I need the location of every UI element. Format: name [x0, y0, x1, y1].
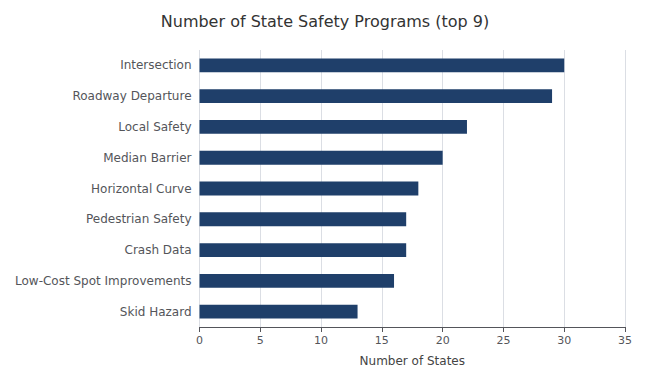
svg-text:Local Safety: Local Safety [118, 120, 191, 134]
svg-text:20: 20 [436, 334, 450, 347]
svg-text:Median Barrier: Median Barrier [103, 151, 191, 165]
svg-text:Pedestrian Safety: Pedestrian Safety [86, 212, 192, 226]
svg-text:Intersection: Intersection [120, 58, 191, 72]
svg-text:Roadway Departure: Roadway Departure [72, 89, 191, 103]
svg-text:Horizontal Curve: Horizontal Curve [91, 182, 192, 196]
svg-text:Low-Cost Spot Improvements: Low-Cost Spot Improvements [15, 274, 192, 288]
svg-text:Crash Data: Crash Data [125, 243, 192, 257]
svg-text:35: 35 [618, 334, 632, 347]
svg-text:Number of States: Number of States [360, 354, 465, 368]
svg-text:5: 5 [257, 334, 264, 347]
svg-text:15: 15 [375, 334, 389, 347]
svg-text:30: 30 [557, 334, 571, 347]
svg-text:10: 10 [314, 334, 328, 347]
svg-text:0: 0 [196, 334, 203, 347]
svg-text:Skid Hazard: Skid Hazard [120, 305, 192, 319]
svg-text:25: 25 [496, 334, 510, 347]
svg-text:Number of State Safety Program: Number of State Safety Programs (top 9) [161, 12, 489, 31]
